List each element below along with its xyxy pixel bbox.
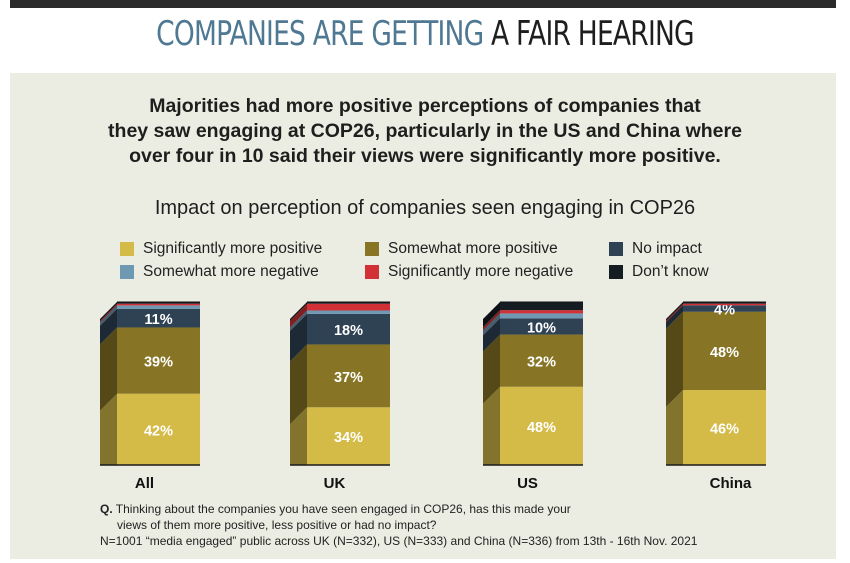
category-label-uk: UK <box>324 475 346 492</box>
bar-segment-all-4 <box>117 303 200 306</box>
bar-segment-china-1 <box>683 311 766 391</box>
legend-label: No impact <box>632 240 702 257</box>
bar-segment-uk-3 <box>307 310 390 314</box>
bar-side-china-5 <box>666 302 683 321</box>
bar-segment-china-2 <box>683 305 766 312</box>
bar-segment-all-3 <box>117 305 200 309</box>
legend-item-somewhat-positive: Somewhat more positive <box>365 240 558 258</box>
headline-part1: COMPANIES ARE GETTING <box>156 14 484 54</box>
legend-label: Significantly more positive <box>143 240 323 257</box>
headline: COMPANIES ARE GETTING A FAIR HEARING <box>94 14 757 54</box>
bar-side-us-0 <box>483 386 500 465</box>
question-line-2: views of them more positive, less positi… <box>117 518 437 532</box>
value-label-all-0: 42% <box>144 423 173 439</box>
bar-side-us-4 <box>483 310 500 331</box>
value-label-all-1: 39% <box>144 355 173 371</box>
bar-segment-all-1 <box>117 327 200 394</box>
bar-side-all-1 <box>100 327 117 411</box>
bar-side-all-0 <box>100 393 117 465</box>
category-label-china: China <box>710 475 752 492</box>
bar-side-uk-5 <box>290 302 307 321</box>
value-label-china-0: 46% <box>710 422 739 438</box>
legend-swatch <box>120 265 134 279</box>
value-label-all-2: 11% <box>144 312 172 328</box>
legend-swatch <box>120 242 134 256</box>
footnote: Q. Thinking about the companies you have… <box>100 501 697 549</box>
bar-segment-all-2 <box>117 308 200 328</box>
legend-label: Significantly more negative <box>388 263 574 280</box>
bar-side-china-2 <box>666 305 683 329</box>
bar-segment-china-4 <box>683 303 766 306</box>
bar-segment-uk-5 <box>307 302 390 304</box>
value-label-us-0: 48% <box>527 420 556 436</box>
value-label-us-2: 10% <box>527 320 556 336</box>
legend-item-no-impact: No impact <box>609 240 702 258</box>
subtitle-line: over four in 10 said their views were si… <box>129 145 721 167</box>
legend-item-dont-know: Don’t know <box>609 263 709 281</box>
category-label-us: US <box>517 475 538 492</box>
bar-segment-uk-0 <box>307 407 390 465</box>
legend-item-sig-negative: Significantly more negative <box>365 263 573 281</box>
legend-item-sig-positive: Significantly more positive <box>120 240 322 258</box>
value-label-china-2: 4% <box>714 303 735 319</box>
bar-segment-china-0 <box>683 390 766 465</box>
bar-side-china-4 <box>666 303 683 323</box>
bar-side-china-1 <box>666 311 683 408</box>
question-line-1: Thinking about the companies you have se… <box>115 502 571 516</box>
bar-side-us-1 <box>483 334 500 404</box>
bar-side-all-2 <box>100 308 117 345</box>
bar-segment-all-0 <box>117 393 200 465</box>
bar-side-all-4 <box>100 303 117 323</box>
bar-side-us-3 <box>483 313 500 336</box>
bar-segment-us-0 <box>500 386 583 465</box>
bar-segment-us-4 <box>500 310 583 314</box>
value-label-uk-1: 37% <box>334 370 363 386</box>
bar-side-all-3 <box>100 305 117 326</box>
bar-side-uk-0 <box>290 407 307 465</box>
bar-side-uk-2 <box>290 313 307 362</box>
bar-side-china-0 <box>666 390 683 465</box>
legend-swatch <box>365 242 379 256</box>
question-marker: Q. <box>100 502 113 516</box>
bar-segment-china-5 <box>683 302 766 304</box>
headline-part2: A FAIR HEARING <box>491 14 695 54</box>
bar-side-uk-1 <box>290 344 307 425</box>
subtitle-line: Majorities had more positive perceptions… <box>149 95 701 117</box>
bar-segment-us-3 <box>500 313 583 319</box>
bar-segment-all-5 <box>117 302 200 304</box>
bar-segment-us-5 <box>500 302 583 311</box>
bar-segment-us-2 <box>500 318 583 335</box>
bar-segment-uk-4 <box>307 303 390 311</box>
value-label-uk-0: 34% <box>334 430 363 446</box>
legend-swatch <box>609 265 623 279</box>
chart-title: Impact on perception of companies seen e… <box>154 197 696 219</box>
subtitle-line: they saw engaging at COP26, particularly… <box>108 120 742 142</box>
category-label-all: All <box>135 475 154 492</box>
top-bar <box>10 0 836 8</box>
bar-side-us-2 <box>483 318 500 352</box>
legend-label: Somewhat more negative <box>143 263 319 280</box>
value-label-china-1: 48% <box>710 345 739 361</box>
bar-segment-uk-2 <box>307 313 390 345</box>
bar-side-uk-4 <box>290 303 307 328</box>
value-label-us-1: 32% <box>527 355 556 371</box>
bar-side-all-5 <box>100 302 117 321</box>
sample-note: N=1001 “media engaged” public across UK … <box>100 534 698 548</box>
legend-label: Somewhat more positive <box>388 240 558 257</box>
legend-item-somewhat-negative: Somewhat more negative <box>120 263 319 281</box>
value-label-uk-2: 18% <box>334 323 363 339</box>
bar-side-us-5 <box>483 302 500 328</box>
bar-segment-us-1 <box>500 334 583 387</box>
bar-segment-uk-1 <box>307 344 390 408</box>
legend-swatch <box>609 242 623 256</box>
subtitle: Majorities had more positive perceptions… <box>0 94 850 169</box>
legend-label: Don’t know <box>632 263 709 280</box>
bar-side-uk-3 <box>290 310 307 331</box>
legend-swatch <box>365 265 379 279</box>
